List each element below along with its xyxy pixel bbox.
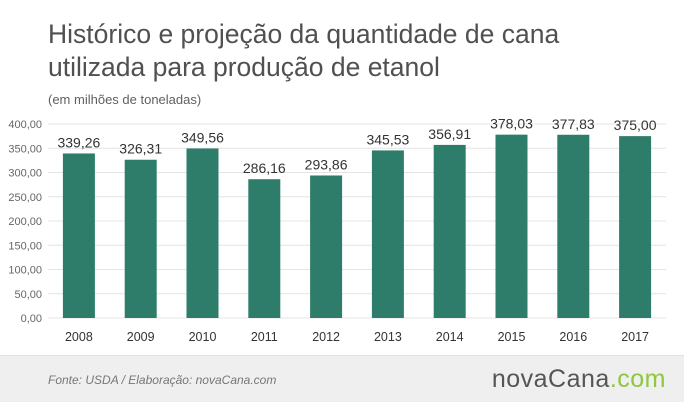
y-tick-label: 100,00: [8, 265, 42, 277]
y-tick-label: 200,00: [8, 216, 42, 228]
bar: [495, 134, 528, 318]
x-tick-label: 2016: [559, 330, 587, 344]
logo-text-nova: nova: [491, 365, 549, 393]
bar: [62, 153, 95, 318]
bar: [371, 150, 404, 318]
x-tick-label: 2014: [436, 330, 464, 344]
y-tick-label: 350,00: [8, 143, 42, 155]
bar: [124, 159, 157, 318]
y-tick-label: 250,00: [8, 192, 42, 204]
x-tick-label: 2008: [65, 330, 93, 344]
bar-value-label: 326,31: [119, 141, 162, 157]
bar-value-label: 293,86: [305, 156, 348, 172]
chart-subtitle: (em milhões de toneladas): [48, 92, 202, 107]
bar: [619, 136, 652, 318]
bar-value-label: 375,00: [614, 117, 657, 133]
y-tick-label: 300,00: [8, 168, 42, 180]
bar-value-label: 356,91: [428, 126, 471, 142]
bar-value-label: 377,83: [552, 116, 595, 132]
y-tick-label: 150,00: [8, 240, 42, 252]
x-tick-label: 2010: [189, 330, 217, 344]
y-tick-label: 0,00: [21, 313, 42, 325]
bar-value-label: 378,03: [490, 116, 533, 132]
y-tick-label: 50,00: [14, 289, 42, 301]
y-tick-label: 400,00: [8, 119, 42, 131]
x-tick-label: 2013: [374, 330, 402, 344]
source-credit: Fonte: USDA / Elaboração: novaCana.com: [48, 373, 277, 387]
logo-text-cana: Cana: [548, 365, 610, 393]
bar: [433, 144, 466, 318]
x-tick-label: 2015: [498, 330, 526, 344]
bar-chart: 0,00 50,00 100,00 150,00 200,00 250,00 300,00 3…: [8, 116, 666, 344]
bar: [310, 175, 343, 318]
chart-title: Histórico e projeção da quantidade de ca…: [48, 19, 560, 82]
novacana-logo: novaCana.com: [492, 365, 666, 394]
bar-value-label: 339,26: [57, 134, 100, 150]
logo-text-com: .com: [609, 365, 666, 393]
bar-value-label: 349,56: [181, 129, 224, 145]
bar: [186, 148, 219, 318]
x-tick-label: 2017: [621, 330, 649, 344]
footer-bar: Fonte: USDA / Elaboração: novaCana.com n…: [0, 355, 684, 402]
bar-value-label: 345,53: [366, 131, 409, 147]
bar: [557, 134, 590, 318]
bar: [248, 179, 281, 318]
x-tick-label: 2011: [251, 330, 278, 344]
x-tick-label: 2012: [312, 330, 340, 344]
bar-value-label: 286,16: [243, 160, 286, 176]
x-tick-label: 2009: [127, 330, 155, 344]
